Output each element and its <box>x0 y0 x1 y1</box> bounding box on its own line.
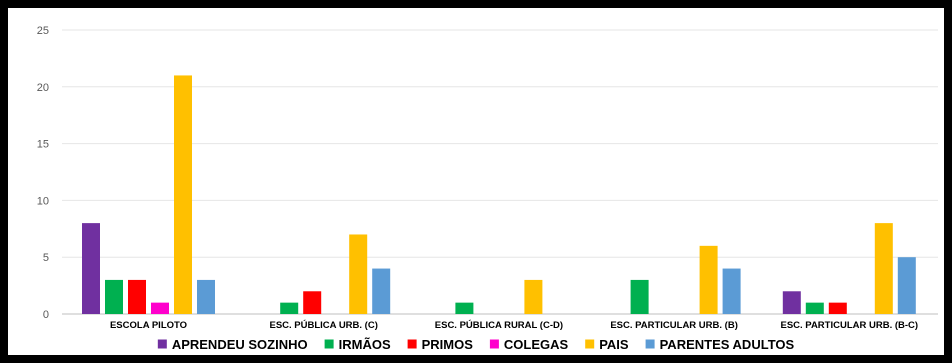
bar-4-6 <box>722 268 741 314</box>
bar-5-5 <box>874 223 893 314</box>
legend-swatch-5 <box>585 339 595 349</box>
category-label-2: ESC. PÚBLICA URB. (C) <box>270 319 378 331</box>
bar-1-6 <box>197 279 215 314</box>
bars <box>82 75 916 314</box>
bar-2-6 <box>372 268 391 314</box>
bar-3-5 <box>524 279 543 314</box>
bar-5-3 <box>828 302 847 314</box>
y-tick-label-3: 15 <box>37 139 49 151</box>
category-label-1: ESCOLA PILOTO <box>110 320 187 331</box>
bar-1-5 <box>174 75 192 314</box>
legend-label-6: PARENTES ADULTOS <box>660 337 795 352</box>
legend-swatch-4 <box>489 339 499 349</box>
legend-label-2: IRMÃOS <box>339 337 391 352</box>
category-label-4: ESC. PARTICULAR URB. (B) <box>610 320 738 331</box>
bar-1-4 <box>151 302 169 314</box>
bar-5-2 <box>805 302 824 314</box>
legend-label-4: COLEGAS <box>504 337 569 352</box>
y-tick-label-4: 20 <box>37 82 49 94</box>
y-tick-label-2: 10 <box>37 195 49 207</box>
bar-5-6 <box>897 257 916 314</box>
y-axis-ticks: 0 5 10 15 20 25 <box>37 25 49 321</box>
bar-4-2 <box>630 279 649 314</box>
bar-1-2 <box>105 279 123 314</box>
category-label-3: ESC. PÚBLICA RURAL (C-D) <box>435 319 563 331</box>
bar-2-2 <box>280 302 299 314</box>
bar-5-1 <box>782 291 801 314</box>
grid-lines <box>62 29 938 315</box>
legend-swatch-3 <box>407 339 417 349</box>
legend-swatch-2 <box>324 339 334 349</box>
bar-1-1 <box>82 223 100 314</box>
legend-label-3: PRIMOS <box>422 337 474 352</box>
legend: APRENDEU SOZINHO IRMÃOS PRIMOS COLEGAS PAIS P… <box>157 337 795 352</box>
legend-label-5: PAIS <box>599 337 629 352</box>
bar-2-3 <box>303 291 322 314</box>
bar-2-5 <box>349 234 368 314</box>
bar-3-2 <box>455 302 474 314</box>
y-tick-label-0: 0 <box>43 309 49 321</box>
legend-swatch-6 <box>645 339 655 349</box>
bar-1-3 <box>128 279 146 314</box>
y-tick-label-1: 5 <box>43 252 49 264</box>
legend-swatch-1 <box>157 339 167 349</box>
y-tick-label-5: 25 <box>37 25 49 37</box>
legend-label-1: APRENDEU SOZINHO <box>172 337 308 352</box>
bar-4-5 <box>699 245 718 314</box>
category-labels: ESCOLA PILOTO ESC. PÚBLICA URB. (C) ESC. P… <box>110 319 918 331</box>
category-label-5: ESC. PARTICULAR URB. (B-C) <box>781 320 919 331</box>
